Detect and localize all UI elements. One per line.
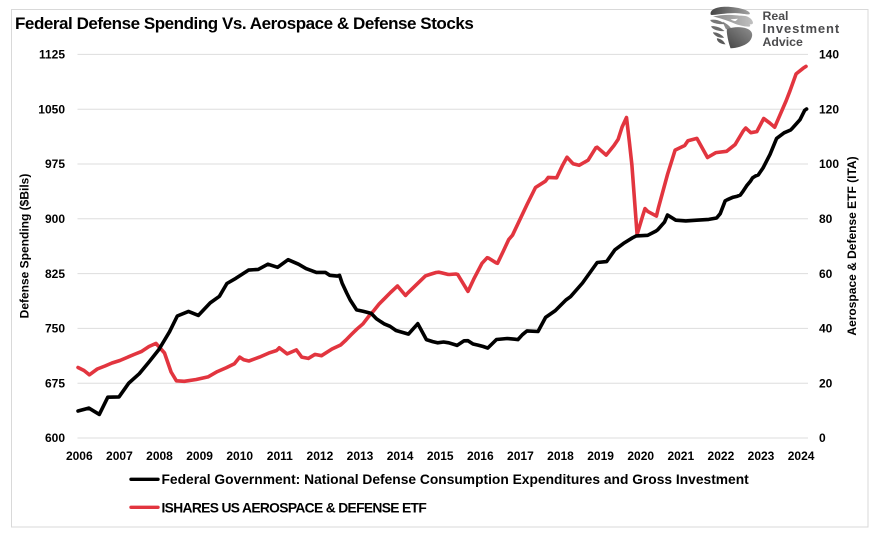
svg-text:2010: 2010 <box>226 449 253 463</box>
svg-text:Investment: Investment <box>763 21 841 36</box>
svg-text:20: 20 <box>819 376 833 390</box>
svg-text:Aerospace & Defense ETF (ITA): Aerospace & Defense ETF (ITA) <box>845 156 859 335</box>
svg-text:0: 0 <box>819 431 826 445</box>
svg-text:2020: 2020 <box>627 449 654 463</box>
svg-text:2024: 2024 <box>788 449 815 463</box>
svg-text:Real: Real <box>763 9 789 23</box>
svg-text:ISHARES US AEROSPACE & DEFENSE: ISHARES US AEROSPACE & DEFENSE ETF <box>162 500 427 515</box>
svg-text:Defense Spending ($Bils): Defense Spending ($Bils) <box>18 174 32 319</box>
svg-text:675: 675 <box>45 376 65 390</box>
svg-text:100: 100 <box>819 157 839 171</box>
svg-text:2011: 2011 <box>267 449 293 463</box>
svg-text:2017: 2017 <box>507 449 534 463</box>
svg-text:2019: 2019 <box>587 449 614 463</box>
svg-text:2021: 2021 <box>667 449 694 463</box>
svg-text:1050: 1050 <box>38 102 65 116</box>
svg-text:2007: 2007 <box>106 449 133 463</box>
svg-text:2013: 2013 <box>347 449 374 463</box>
svg-text:825: 825 <box>45 267 65 281</box>
svg-text:Federal Defense Spending Vs. A: Federal Defense Spending Vs. Aerospace &… <box>15 14 473 33</box>
svg-text:2009: 2009 <box>186 449 213 463</box>
svg-text:2008: 2008 <box>146 449 173 463</box>
svg-text:60: 60 <box>819 267 833 281</box>
svg-text:2016: 2016 <box>467 449 494 463</box>
svg-text:80: 80 <box>819 212 833 226</box>
svg-text:2014: 2014 <box>387 449 414 463</box>
svg-text:120: 120 <box>819 102 839 116</box>
svg-text:Advice: Advice <box>763 35 803 49</box>
svg-text:2015: 2015 <box>427 449 454 463</box>
svg-text:140: 140 <box>819 48 839 62</box>
svg-text:750: 750 <box>45 322 65 336</box>
svg-text:600: 600 <box>45 431 65 445</box>
svg-text:Federal Government: National D: Federal Government: National Defense Con… <box>162 472 750 487</box>
svg-text:975: 975 <box>45 157 65 171</box>
svg-text:900: 900 <box>45 212 65 226</box>
svg-text:2023: 2023 <box>748 449 775 463</box>
svg-text:2012: 2012 <box>307 449 334 463</box>
svg-text:40: 40 <box>819 322 833 336</box>
svg-text:2022: 2022 <box>708 449 735 463</box>
svg-text:2018: 2018 <box>547 449 574 463</box>
svg-text:2006: 2006 <box>66 449 93 463</box>
svg-text:1125: 1125 <box>39 48 65 62</box>
